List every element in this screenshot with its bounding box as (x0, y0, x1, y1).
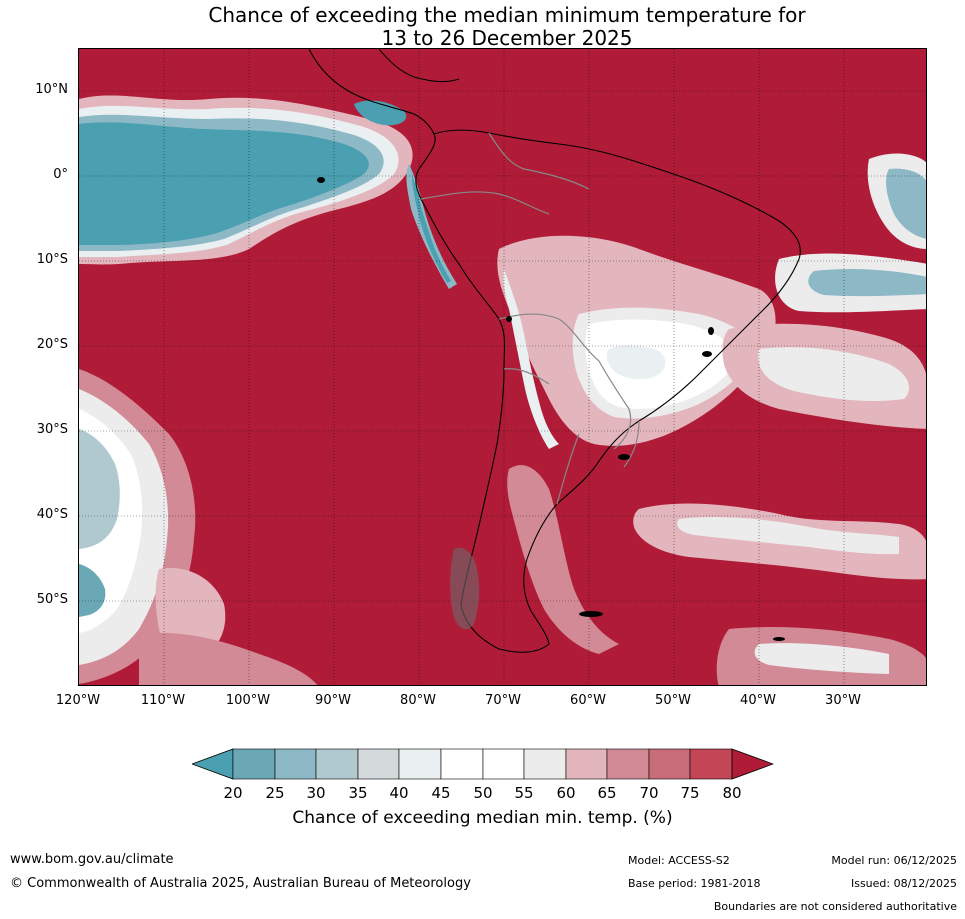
legend-tick-65: 65 (597, 784, 617, 802)
lat-label-20s: 20°S (36, 337, 68, 352)
lat-label-40s: 40°S (36, 507, 68, 522)
legend-tick-50: 50 (473, 784, 493, 802)
colorbar-box-70-75 (648, 748, 691, 780)
colorbar-box-65-70 (606, 748, 650, 780)
lon-label-80w: 80°W (400, 693, 436, 708)
title-line-1: Chance of exceeding the median minimum t… (208, 3, 806, 27)
map-panel (78, 48, 927, 686)
legend-tick-80: 80 (722, 784, 742, 802)
legend-tick-55: 55 (514, 784, 534, 802)
legend-title: Chance of exceeding median min. temp. (%… (292, 808, 673, 828)
footer-issued: Issued: 08/12/2025 (850, 877, 957, 890)
lat-label-30s: 30°S (36, 422, 68, 437)
lon-label-60w: 60°W (570, 693, 606, 708)
footer-copyright: © Commonwealth of Australia 2025, Austra… (10, 876, 471, 891)
colorbar-box-30-35 (315, 748, 359, 780)
title-line-2: 13 to 26 December 2025 (381, 26, 633, 50)
legend-tick-20: 20 (223, 784, 243, 802)
colorbar-high-arrow (731, 748, 775, 780)
lat-label-50s: 50°S (36, 592, 68, 607)
legend-tick-30: 30 (306, 784, 326, 802)
lon-label-110w: 110°W (140, 693, 186, 708)
lon-label-50w: 50°W (655, 693, 691, 708)
legend-tick-40: 40 (389, 784, 409, 802)
footer-model: Model: ACCESS-S2 (628, 854, 730, 867)
colorbar-box-45-50 (440, 748, 484, 780)
legend-tick-60: 60 (556, 784, 576, 802)
lat-label-10n: 10°N (35, 82, 68, 97)
colorbar-box-75-80 (689, 748, 733, 780)
legend-tick-75: 75 (680, 784, 700, 802)
legend-tick-25: 25 (265, 784, 285, 802)
footer-model-run: Model run: 06/12/2025 (831, 854, 957, 867)
lon-label-90w: 90°W (315, 693, 351, 708)
map-title: Chance of exceeding the median minimum t… (0, 4, 965, 50)
footer-boundaries-note: Boundaries are not considered authoritat… (713, 900, 957, 913)
lat-label-10s: 10°S (36, 252, 68, 267)
legend-tick-35: 35 (348, 784, 368, 802)
legend-tick-70: 70 (639, 784, 659, 802)
colorbar-box-25-30 (274, 748, 317, 780)
lon-label-100w: 100°W (225, 693, 271, 708)
map-svg (79, 49, 926, 685)
footer-base-period: Base period: 1981-2018 (628, 877, 761, 890)
colorbar-svg (190, 748, 775, 780)
colorbar-box-40-45 (398, 748, 442, 780)
lon-label-120w: 120°W (55, 693, 101, 708)
legend-tick-45: 45 (431, 784, 451, 802)
lon-label-70w: 70°W (485, 693, 521, 708)
colorbar-box-55-60 (523, 748, 567, 780)
colorbar-box-60-65 (565, 748, 608, 780)
colorbar (190, 748, 775, 786)
lat-label-0: 0° (53, 167, 68, 182)
colorbar-low-arrow (190, 748, 234, 780)
lon-label-40w: 40°W (740, 693, 776, 708)
colorbar-box-50-55 (482, 748, 525, 780)
colorbar-box-35-40 (357, 748, 400, 780)
footer-url[interactable]: www.bom.gov.au/climate (10, 852, 174, 867)
colorbar-box-20-25 (232, 748, 276, 780)
lon-label-30w: 30°W (825, 693, 861, 708)
